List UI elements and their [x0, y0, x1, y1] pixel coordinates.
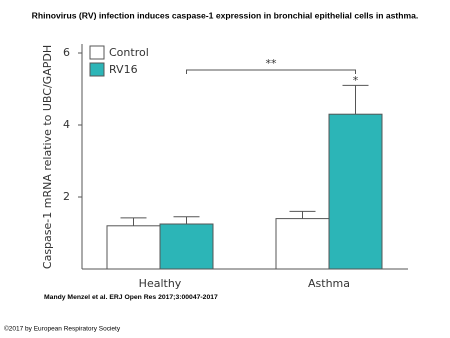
bar: [328, 113, 383, 270]
x-tick-label: Healthy: [139, 277, 182, 290]
bar: [159, 223, 214, 270]
annotation: *: [353, 74, 359, 87]
legend-swatch: [89, 62, 105, 77]
annotation: **: [266, 57, 278, 70]
legend-swatch: [89, 45, 105, 60]
chart-title: Rhinovirus (RV) infection induces caspas…: [32, 10, 419, 20]
bar: [275, 218, 330, 270]
citation: Mandy Menzel et al. ERJ Open Res 2017;3:…: [44, 294, 218, 301]
copyright: ©2017 by European Respiratory Society: [4, 325, 121, 333]
legend-label: RV16: [109, 63, 138, 76]
significance-bracket: [186, 69, 356, 74]
y-tick-label: 6: [63, 46, 70, 59]
bar: [106, 225, 161, 270]
y-tick-label: 4: [63, 118, 70, 131]
x-tick-label: Asthma: [308, 277, 350, 290]
y-tick-label: 2: [63, 190, 70, 203]
legend-label: Control: [109, 46, 149, 59]
y-axis-label: Caspase-1 mRNA relative to UBC/GAPDH: [41, 45, 54, 269]
